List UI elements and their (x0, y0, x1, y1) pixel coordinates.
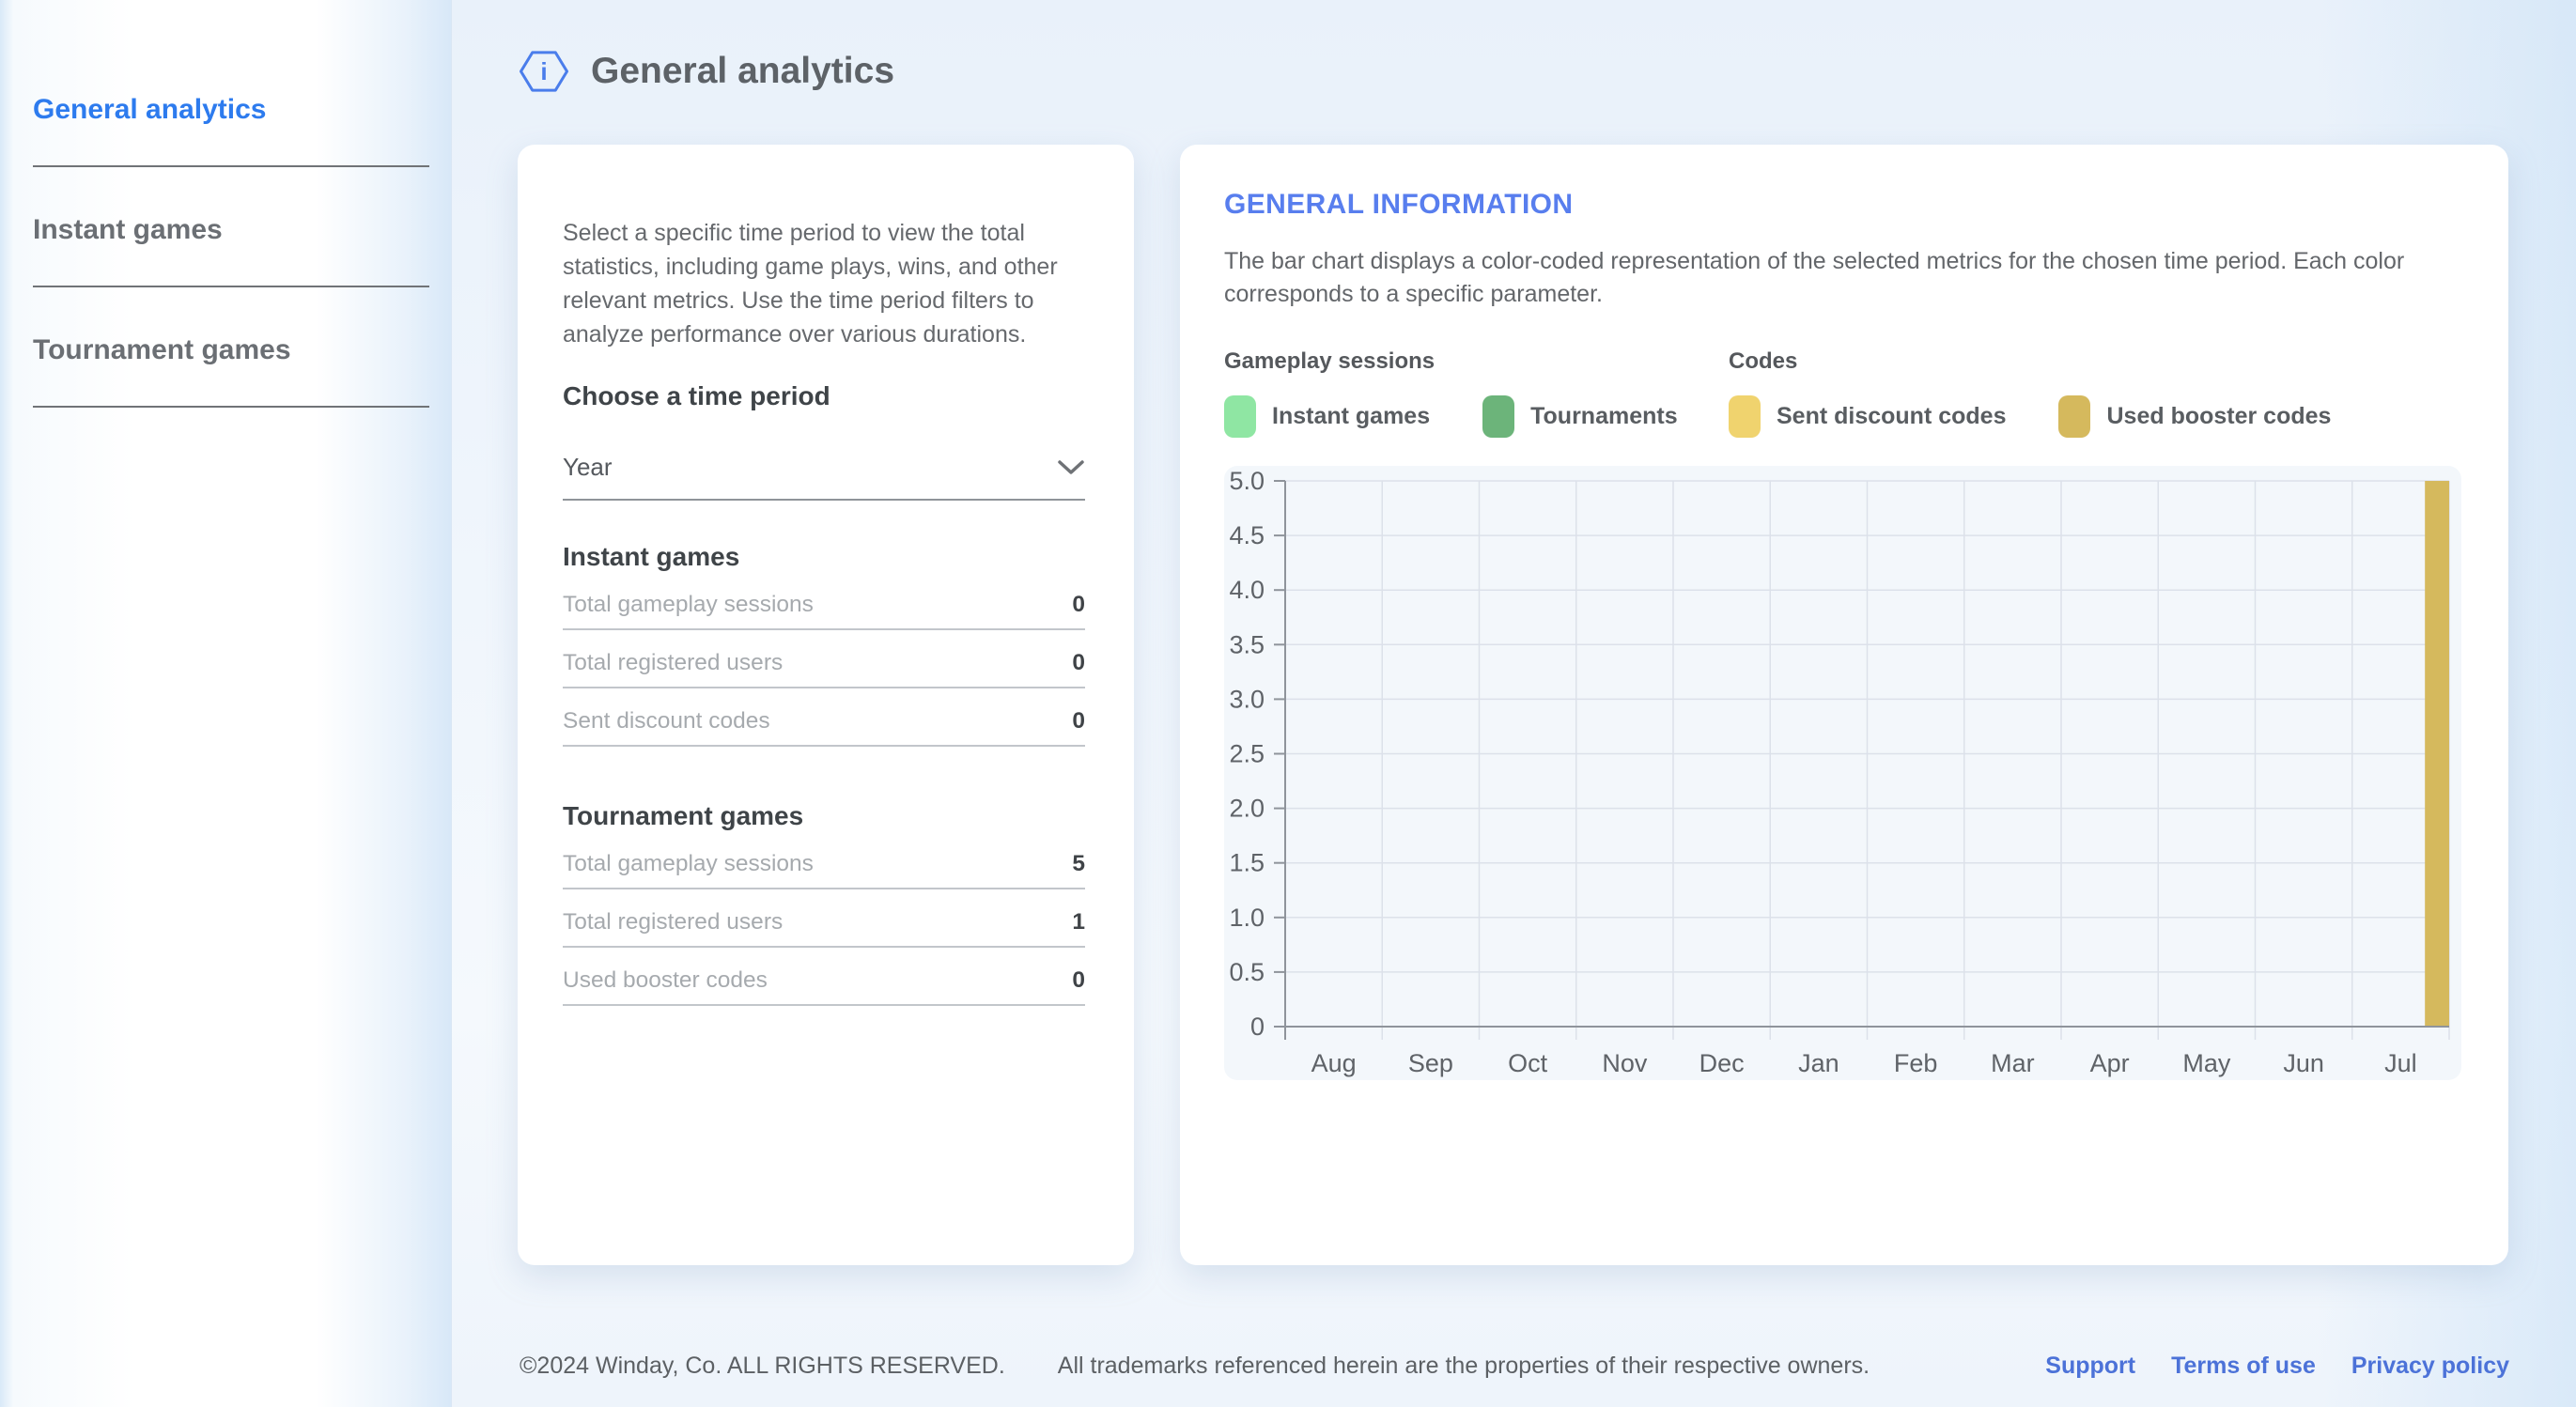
svg-text:4.0: 4.0 (1229, 576, 1265, 604)
svg-text:2.5: 2.5 (1229, 740, 1265, 768)
svg-text:i: i (540, 57, 547, 85)
stat-row-value: 0 (1072, 967, 1085, 993)
footer-link-privacy-policy[interactable]: Privacy policy (2351, 1353, 2509, 1379)
legend-group-title: Codes (1729, 348, 1798, 374)
time-period-description: Select a specific time period to view th… (563, 220, 1058, 348)
stat-row-total-registered-users: Total registered users 1 (563, 889, 1085, 948)
svg-text:Sep: Sep (1408, 1049, 1453, 1077)
time-period-selected-value: Year (563, 453, 613, 481)
svg-text:Oct: Oct (1508, 1049, 1548, 1077)
sidebar-item-label: Tournament games (33, 334, 291, 365)
general-information-title: GENERAL INFORMATION (1224, 189, 1574, 220)
svg-text:Feb: Feb (1894, 1049, 1938, 1077)
legend-item-instant-games: Instant games (1224, 395, 1430, 438)
sidebar-nav: General analytics Instant games Tournament… (33, 94, 451, 408)
legend-swatch-icon (1729, 395, 1761, 438)
svg-text:Dec: Dec (1699, 1049, 1745, 1077)
stat-row-total-registered-users: Total registered users 0 (563, 630, 1085, 688)
svg-text:Mar: Mar (1991, 1049, 2035, 1077)
footer: ©2024 Winday, Co. ALL RIGHTS RESERVED. A… (520, 1353, 2509, 1380)
legend-swatch-icon (2058, 395, 2091, 438)
svg-text:0: 0 (1250, 1013, 1265, 1041)
svg-text:3.5: 3.5 (1229, 630, 1265, 658)
svg-text:1.0: 1.0 (1229, 904, 1265, 932)
svg-text:5.0: 5.0 (1229, 467, 1265, 495)
general-information-description: The bar chart displays a color-coded rep… (1224, 248, 2405, 307)
legend-item-label: Instant games (1272, 403, 1431, 429)
svg-text:May: May (2182, 1049, 2231, 1077)
stat-row-used-booster-codes: Used booster codes 0 (563, 948, 1085, 1006)
legend-item-sent-discount-codes: Sent discount codes (1729, 395, 2006, 438)
svg-text:Apr: Apr (2090, 1049, 2130, 1077)
stat-row-value: 0 (1072, 592, 1085, 617)
svg-text:Nov: Nov (1602, 1049, 1648, 1077)
chart-legend: Gameplay sessions Instant games Tournament… (1224, 348, 2464, 438)
legend-items: Sent discount codes Used booster codes (1729, 395, 2383, 438)
time-period-card: Select a specific time period to view th… (518, 145, 1134, 1265)
legend-item-label: Used booster codes (2106, 403, 2332, 429)
sidebar-divider (33, 406, 429, 408)
legend-group-title: Gameplay sessions (1224, 348, 1435, 374)
legend-item-label: Sent discount codes (1777, 403, 2007, 429)
choose-time-period-heading: Choose a time period (563, 381, 830, 410)
sidebar-item-general-analytics[interactable]: General analytics (33, 94, 429, 167)
legend-item-used-booster-codes: Used booster codes (2058, 395, 2331, 438)
legend-swatch-icon (1482, 395, 1515, 438)
stat-row-value: 0 (1072, 650, 1085, 675)
chevron-down-icon (1058, 459, 1084, 474)
svg-text:Aug: Aug (1311, 1049, 1357, 1077)
stat-section-instant-games: Instant games Total gameplay sessions 0 Tot… (563, 542, 1085, 747)
footer-copyright: ©2024 Winday, Co. ALL RIGHTS RESERVED. (520, 1353, 1005, 1379)
legend-items: Instant games Tournaments (1224, 395, 1729, 438)
page-title: General analytics (591, 51, 895, 91)
stat-row-label: Total registered users (563, 650, 784, 675)
stat-row-label: Sent discount codes (563, 708, 770, 734)
svg-text:2.0: 2.0 (1229, 795, 1265, 823)
stat-row-sent-discount-codes: Sent discount codes 0 (563, 688, 1085, 747)
footer-link-support[interactable]: Support (2045, 1353, 2136, 1379)
stat-row-label: Total gameplay sessions (563, 592, 814, 617)
bar-chart-panel: 5.0 4.5 4.0 3.5 3.0 2.5 2.0 1.5 1.0 0.5 0 Aug Sep Oct… (1224, 466, 2461, 1080)
stat-row-label: Total registered users (563, 909, 784, 935)
svg-text:0.5: 0.5 (1229, 958, 1265, 986)
stat-section-title: Instant games (563, 542, 740, 571)
footer-trademark: All trademarks referenced herein are the… (1057, 1353, 1870, 1379)
general-information-card: GENERAL INFORMATION The bar chart displa… (1180, 145, 2508, 1265)
legend-item-tournaments: Tournaments (1482, 395, 1678, 438)
stat-section-title: Tournament games (563, 801, 804, 830)
sidebar-item-instant-games[interactable]: Instant games (33, 214, 429, 287)
svg-text:1.5: 1.5 (1229, 849, 1265, 877)
footer-link-terms-of-use[interactable]: Terms of use (2171, 1353, 2316, 1379)
stat-row-total-gameplay-sessions: Total gameplay sessions 5 (563, 831, 1085, 889)
bar-chart-canvas: 5.0 4.5 4.0 3.5 3.0 2.5 2.0 1.5 1.0 0.5 0 Aug Sep Oct… (1229, 467, 2450, 1077)
stat-sections: Instant games Total gameplay sessions 0 Tot… (563, 542, 1085, 1006)
sidebar: General analytics Instant games Tournament… (0, 0, 452, 1407)
time-period-select[interactable]: Year (563, 453, 1085, 501)
sidebar-item-label: General analytics (33, 94, 267, 125)
svg-text:Jun: Jun (2283, 1049, 2324, 1077)
legend-swatch-icon (1224, 395, 1256, 438)
stat-section-tournament-games: Tournament games Total gameplay sessions 5… (563, 801, 1085, 1006)
legend-group-gameplay-sessions: Gameplay sessions Instant games Tournament… (1224, 348, 1729, 438)
svg-text:4.5: 4.5 (1229, 521, 1265, 549)
svg-text:Jan: Jan (1798, 1049, 1839, 1077)
svg-text:3.0: 3.0 (1229, 685, 1265, 713)
stat-row-value: 0 (1072, 708, 1085, 734)
sidebar-divider (33, 165, 429, 167)
main-content: i General analytics Select a specific ti… (452, 0, 2576, 1407)
hexagon-info-icon: i (519, 51, 569, 92)
legend-group-codes: Codes Sent discount codes Used booster cod… (1729, 348, 2383, 438)
page-header: i General analytics (518, 47, 894, 96)
footer-links: Support Terms of use Privacy policy (2010, 1353, 2509, 1380)
sidebar-item-tournament-games[interactable]: Tournament games (33, 334, 429, 408)
sidebar-divider (33, 286, 429, 287)
stat-row-label: Total gameplay sessions (563, 851, 814, 876)
sidebar-item-label: Instant games (33, 214, 223, 245)
svg-text:Jul: Jul (2384, 1049, 2417, 1077)
stat-row-value: 5 (1072, 851, 1085, 876)
stat-row-value: 1 (1072, 909, 1085, 935)
legend-item-label: Tournaments (1530, 403, 1678, 429)
stat-row-label: Used booster codes (563, 967, 768, 993)
stat-row-total-gameplay-sessions: Total gameplay sessions 0 (563, 572, 1085, 630)
